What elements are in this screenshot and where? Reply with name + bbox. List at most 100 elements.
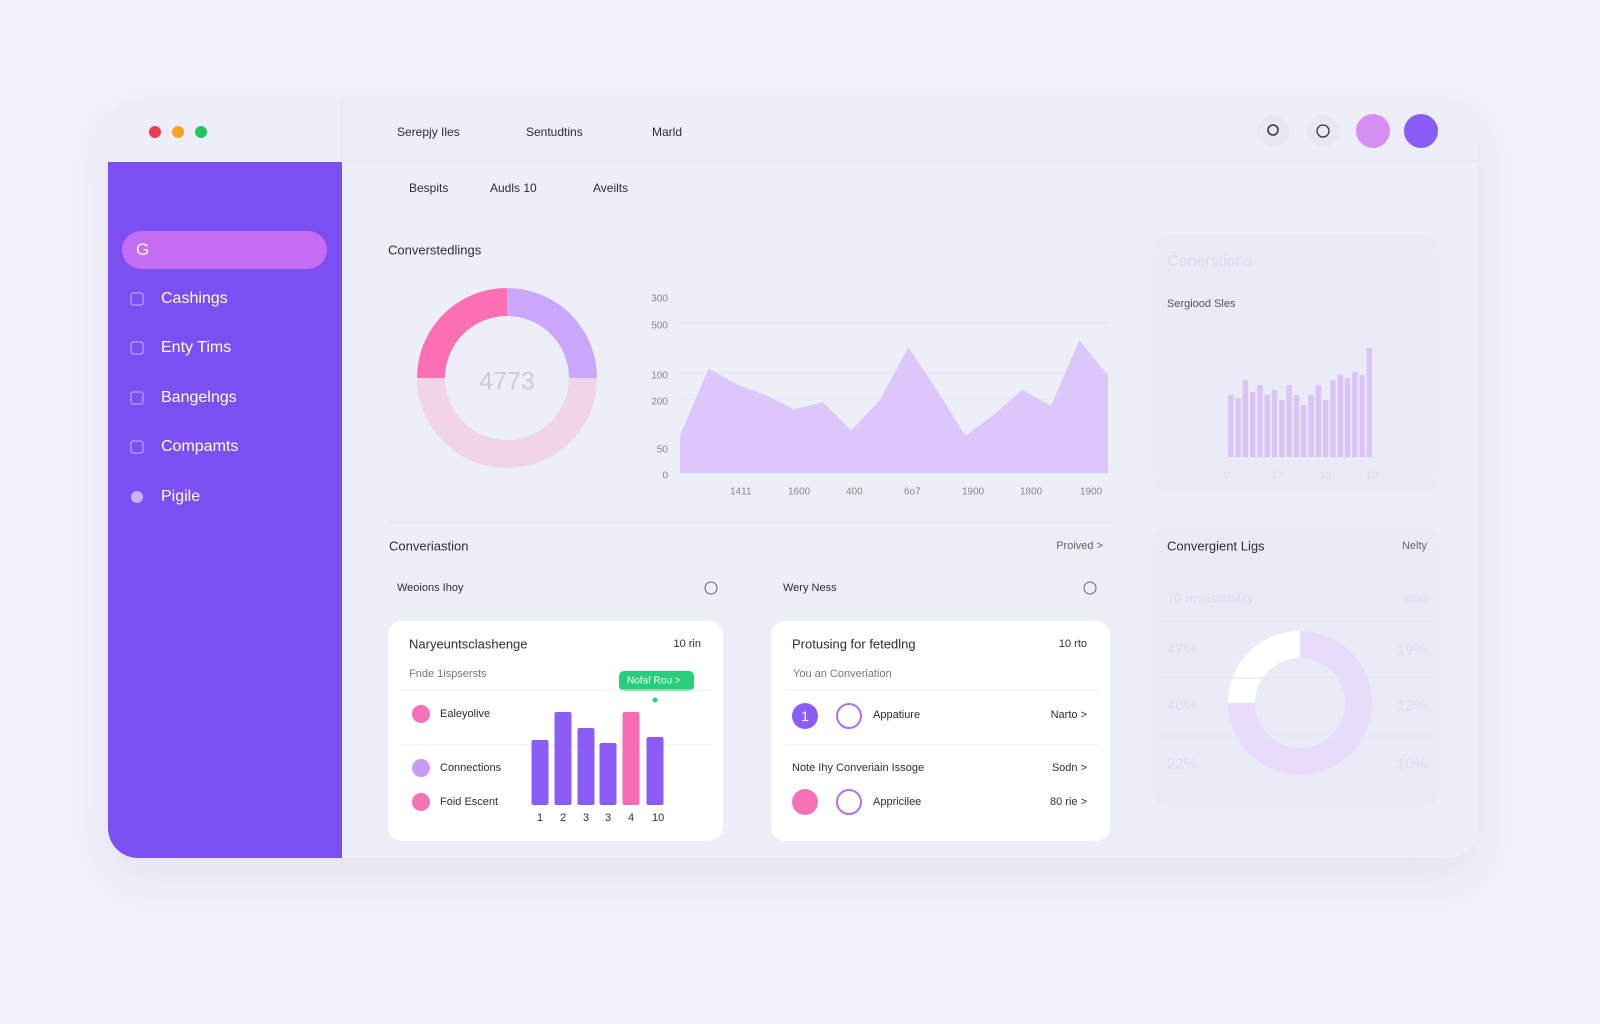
row-label: 22% xyxy=(1167,755,1198,773)
subtab[interactable]: Aveilts xyxy=(593,181,629,195)
x-tick-label: 2 xyxy=(560,812,567,824)
number-badge xyxy=(792,703,818,729)
row-icon xyxy=(792,789,818,815)
tab[interactable]: Weoions Ihoy xyxy=(397,582,464,594)
ring-icon xyxy=(836,789,862,815)
panel-meta: Nelty xyxy=(1401,540,1427,552)
bar xyxy=(1257,385,1263,457)
subtab[interactable]: Bespits xyxy=(409,181,449,195)
area xyxy=(680,340,1108,473)
clock-button[interactable] xyxy=(1307,115,1339,147)
bar xyxy=(622,712,640,805)
x-tick-label: 6o7 xyxy=(904,486,921,498)
item-label: Connections xyxy=(440,762,502,774)
panel-title: Convergient Ligs xyxy=(1167,538,1265,554)
search-pill[interactable] xyxy=(122,231,327,269)
item-icon xyxy=(412,793,430,811)
row-action[interactable]: Narto > xyxy=(1050,709,1087,721)
dot-yellow xyxy=(172,126,184,138)
bar xyxy=(1279,400,1285,457)
subtab[interactable]: Audls 10 xyxy=(490,181,537,195)
card-meta: 10 rto xyxy=(1058,638,1087,650)
bar xyxy=(577,728,595,805)
y-tick-label: 100 xyxy=(651,370,668,382)
card-title: Protusing for fetedlng xyxy=(792,636,916,652)
donut-segment xyxy=(1228,631,1300,703)
bar xyxy=(1235,398,1241,457)
nav-icon xyxy=(130,391,144,405)
search-icon xyxy=(1267,124,1279,136)
card-subtitle: You an Converiation xyxy=(793,668,892,680)
nav-item[interactable]: Cashings xyxy=(161,290,228,307)
y-tick-label: 500 xyxy=(651,320,668,332)
x-tick-label: 10 xyxy=(652,812,665,824)
bar xyxy=(1344,378,1351,457)
bar xyxy=(599,743,617,805)
card xyxy=(771,621,1110,841)
y-tick-label: 200 xyxy=(651,396,668,408)
sidebar xyxy=(108,162,342,858)
nav-item[interactable]: Bangelngs xyxy=(161,389,237,406)
bar xyxy=(1271,390,1278,457)
row-label: 40% xyxy=(1167,697,1198,715)
y-tick-label: 0 xyxy=(662,470,668,482)
row-action[interactable]: Sodn > xyxy=(1051,762,1087,774)
bar xyxy=(646,737,664,805)
row-action[interactable]: 80 rie > xyxy=(1050,796,1087,808)
x-tick-label: 0 xyxy=(1224,470,1231,482)
tab[interactable]: Serepjy Iles xyxy=(397,125,460,139)
nav-item[interactable]: Enty Tims xyxy=(161,339,232,356)
bar xyxy=(1366,348,1373,457)
bar xyxy=(1301,405,1307,457)
bar xyxy=(1359,375,1365,457)
nav-item[interactable]: Pigile xyxy=(161,488,201,505)
card-title: Naryeuntsclashenge xyxy=(409,636,528,652)
badge-dot xyxy=(652,697,658,703)
panel-title: Conerstions xyxy=(1167,253,1253,270)
tab-icon xyxy=(704,581,718,595)
row-number: 1 xyxy=(801,708,809,724)
nav-icon xyxy=(130,341,144,355)
row-value: 19% xyxy=(1396,641,1427,659)
link[interactable]: Proived > xyxy=(1056,540,1103,552)
section-title: Converstedlings xyxy=(388,242,482,258)
bar xyxy=(1330,380,1336,457)
item-icon xyxy=(412,705,430,723)
tab[interactable]: Wery Ness xyxy=(783,582,837,594)
bar xyxy=(1293,395,1300,457)
bar xyxy=(1308,395,1314,457)
donut-segment xyxy=(417,378,597,468)
nav-item[interactable]: Compamts xyxy=(161,438,239,455)
x-tick-label: 19 xyxy=(1366,470,1379,482)
item-label: Foid Escent xyxy=(440,796,499,808)
bar xyxy=(1228,395,1234,457)
x-tick-label: 3 xyxy=(583,812,590,824)
item-label: Ealeyolive xyxy=(440,708,491,720)
search-text: G xyxy=(136,240,150,259)
row-label: 70 revastobility xyxy=(1167,590,1254,606)
row-value: 10% xyxy=(1396,755,1427,773)
x-tick-label: 1800 xyxy=(1020,486,1043,498)
bar xyxy=(1249,392,1256,457)
inbox-button[interactable] xyxy=(1356,114,1390,148)
badge-text[interactable]: Nofaf Rou > xyxy=(627,675,681,687)
search-button[interactable] xyxy=(1257,115,1289,147)
row-value: 12% xyxy=(1396,697,1427,715)
tab[interactable]: Marld xyxy=(652,125,683,139)
tab[interactable]: Sentudtins xyxy=(526,125,583,139)
y-tick-label: 50 xyxy=(656,444,668,456)
bar xyxy=(1286,385,1292,457)
item-icon xyxy=(412,759,430,777)
bar xyxy=(1264,395,1270,457)
dot-green xyxy=(195,126,207,138)
avatar[interactable] xyxy=(1404,114,1438,148)
row-label: Note Ihy Converiain Issoge xyxy=(792,762,925,774)
y-tick-label: 300 xyxy=(651,293,668,305)
section-title: Converiastion xyxy=(389,538,469,554)
card-subtitle: Fnde 1ispsersts xyxy=(409,668,487,680)
donut-segment xyxy=(417,288,507,378)
bar xyxy=(1242,380,1249,457)
badge[interactable] xyxy=(619,671,694,691)
row-label: Appricilee xyxy=(873,796,922,808)
